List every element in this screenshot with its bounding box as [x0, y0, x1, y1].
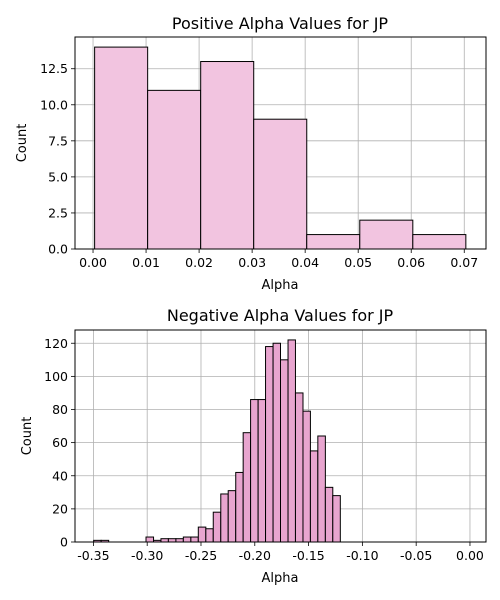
x-tick-label: -0.10: [346, 548, 378, 563]
subplot-negative-alpha: Negative Alpha Values for JP -0.35 -0.30-…: [20, 306, 487, 586]
x-axis-label: Alpha: [262, 278, 299, 293]
y-axis-ticks: 0.0 2.5 5.0 7.5 10.0 12.5: [40, 61, 75, 257]
histogram-bar: [145, 536, 155, 543]
histogram-bar: [253, 118, 308, 250]
x-tick-label: 0.04: [291, 255, 319, 270]
histogram-bar: [197, 526, 207, 543]
y-tick-label: 10.0: [40, 97, 68, 112]
y-tick-label: 20: [52, 501, 68, 516]
histogram-bar: [182, 536, 192, 543]
histogram-bar: [324, 486, 334, 543]
histogram-bar: [332, 495, 341, 543]
y-axis-label: Count: [20, 417, 35, 456]
histogram-bar: [227, 490, 237, 543]
x-tick-label: -0.20: [239, 548, 271, 563]
histogram-bar: [412, 234, 467, 250]
histogram-bar: [317, 435, 326, 543]
x-tick-label: 0.02: [185, 255, 213, 270]
histogram-bar: [200, 61, 255, 250]
histogram-bar: [235, 471, 244, 543]
histogram-bars: [93, 339, 341, 543]
histogram-bars: [94, 46, 467, 250]
histogram-bar: [257, 399, 267, 543]
x-tick-label: -0.30: [131, 548, 163, 563]
y-tick-label: 120: [44, 336, 68, 351]
x-tick-label: 0.05: [344, 255, 372, 270]
y-tick-label: 40: [52, 468, 68, 483]
x-tick-label: 0.06: [397, 255, 425, 270]
histogram-bar: [242, 432, 252, 543]
histogram-bar: [287, 339, 296, 543]
histogram-bar: [272, 342, 281, 543]
histogram-bar: [309, 450, 319, 543]
y-tick-label: 0.0: [48, 242, 68, 257]
chart-title: Negative Alpha Values for JP: [167, 306, 394, 325]
plot-frame: [74, 329, 487, 543]
x-tick-label: 0.00: [456, 548, 484, 563]
y-tick-label: 2.5: [48, 205, 68, 220]
chart-title: Positive Alpha Values for JP: [172, 14, 389, 33]
histogram-bar: [94, 46, 149, 250]
y-tick-label: 80: [52, 402, 68, 417]
histogram-bar: [205, 528, 214, 543]
y-tick-label: 7.5: [48, 133, 68, 148]
histogram-bar: [302, 410, 311, 543]
histogram-bar: [190, 536, 199, 543]
x-tick-label: -0.15: [292, 548, 324, 563]
x-tick-label: -0.25: [185, 548, 217, 563]
subplot-positive-alpha: Positive Alpha Values for JP 0.00 0.01 0.0…: [15, 14, 487, 293]
histogram-bar: [359, 219, 414, 250]
histogram-bar: [265, 346, 274, 543]
y-axis-label: Count: [15, 124, 30, 163]
histogram-bar: [212, 511, 222, 543]
y-tick-label: 100: [44, 369, 68, 384]
histogram-bar: [250, 399, 259, 543]
x-tick-label: 0.01: [132, 255, 160, 270]
histogram-bar: [147, 89, 202, 250]
histogram-bar: [220, 493, 229, 543]
y-tick-label: 5.0: [48, 169, 68, 184]
x-tick-label: 0.00: [79, 255, 107, 270]
plot-frame: [74, 36, 487, 250]
histogram-bar: [306, 234, 361, 250]
x-tick-label: 0.07: [450, 255, 478, 270]
histogram-bar: [280, 359, 289, 543]
x-axis-ticks: 0.00 0.01 0.02 0.03 0.04 0.05 0.06 0.07: [79, 249, 478, 270]
y-tick-label: 0: [60, 535, 68, 550]
x-tick-label: -0.35: [77, 548, 109, 563]
histogram-bar: [294, 392, 304, 543]
x-tick-label: 0.03: [238, 255, 266, 270]
x-tick-label: -0.05: [400, 548, 432, 563]
y-axis-ticks: 0 20 40 60 80 100 120: [44, 336, 75, 550]
y-tick-label: 60: [52, 435, 68, 450]
x-axis-ticks: -0.35 -0.30 -0.25 -0.20 -0.15 -0.10 -0.05 0.00: [77, 542, 484, 563]
x-axis-label: Alpha: [262, 571, 299, 586]
y-tick-label: 12.5: [40, 61, 68, 76]
